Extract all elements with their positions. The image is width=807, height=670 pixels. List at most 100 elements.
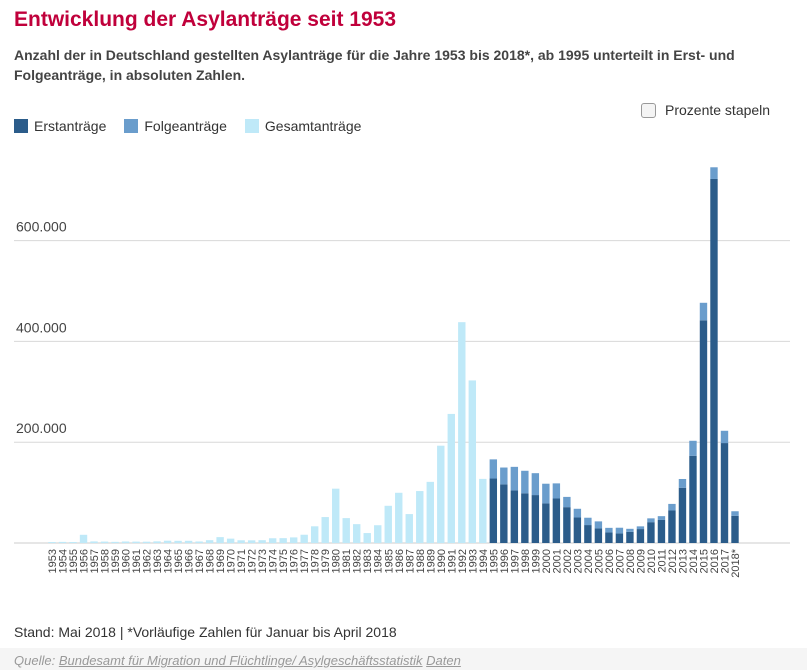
bar-gesamtantraege-1953[interactable] [48, 542, 56, 543]
bar-gesamtantraege-1994[interactable] [479, 478, 487, 543]
bar-gesamtantraege-1960[interactable] [121, 541, 130, 544]
bar-gesamtantraege-1974[interactable] [268, 538, 277, 543]
bar-erstantraege-2008[interactable] [626, 531, 634, 543]
bar-erstantraege-1999[interactable] [531, 495, 540, 543]
bar-erstantraege-2007[interactable] [615, 533, 624, 543]
bar-folgeantraege-2017[interactable] [720, 430, 729, 444]
bar-gesamtantraege-1970[interactable] [226, 538, 235, 543]
bar-folgeantraege-1995[interactable] [489, 459, 498, 479]
bar-gesamtantraege-1966[interactable] [184, 540, 193, 543]
bar-erstantraege-1998[interactable] [521, 493, 529, 543]
bar-gesamtantraege-1975[interactable] [279, 538, 287, 543]
source-link-daten[interactable]: Daten [426, 653, 461, 668]
bar-gesamtantraege-1991[interactable] [447, 413, 455, 543]
bar-erstantraege-1997[interactable] [510, 490, 519, 543]
bar-erstantraege-2001[interactable] [552, 498, 561, 543]
bar-gesamtantraege-1967[interactable] [195, 541, 203, 543]
bar-erstantraege-2016[interactable] [710, 178, 718, 543]
bar-gesamtantraege-1958[interactable] [100, 541, 109, 543]
bar-folgeantraege-2016[interactable] [710, 167, 718, 179]
bar-erstantraege-1995[interactable] [489, 478, 498, 543]
bar-folgeantraege-2012[interactable] [668, 503, 676, 511]
bar-erstantraege-2000[interactable] [542, 503, 550, 543]
bar-erstantraege-2005[interactable] [594, 528, 603, 543]
legend-item-erstantraege[interactable]: Erstanträge [14, 118, 106, 134]
bar-folgeantraege-2000[interactable] [542, 483, 550, 504]
bar-gesamtantraege-1988[interactable] [416, 491, 424, 543]
bar-gesamtantraege-1986[interactable] [395, 492, 403, 543]
bar-gesamtantraege-1977[interactable] [300, 534, 308, 543]
bar-gesamtantraege-1961[interactable] [132, 541, 140, 543]
bar-folgeantraege-2003[interactable] [573, 508, 582, 518]
bar-gesamtantraege-1973[interactable] [258, 540, 266, 543]
bar-gesamtantraege-1962[interactable] [142, 541, 151, 543]
bar-gesamtantraege-1978[interactable] [310, 526, 319, 543]
bar-folgeantraege-1998[interactable] [521, 470, 529, 494]
bar-folgeantraege-2018[interactable] [731, 511, 739, 516]
bar-gesamtantraege-1983[interactable] [363, 533, 371, 543]
bar-gesamtantraege-1972[interactable] [247, 540, 256, 543]
bar-folgeantraege-1999[interactable] [531, 473, 540, 496]
bar-gesamtantraege-1955[interactable] [69, 542, 77, 543]
bar-folgeantraege-2001[interactable] [552, 483, 561, 499]
bar-folgeantraege-2008[interactable] [626, 528, 634, 532]
bar-folgeantraege-1996[interactable] [500, 467, 508, 485]
legend-item-gesamtantraege[interactable]: Gesamtanträge [244, 118, 361, 134]
bar-erstantraege-2009[interactable] [636, 529, 645, 543]
bar-folgeantraege-2006[interactable] [605, 527, 613, 533]
y-tick-label: 200.000 [16, 420, 67, 436]
bar-gesamtantraege-1956[interactable] [79, 534, 88, 543]
bar-gesamtantraege-1979[interactable] [321, 517, 329, 543]
bar-gesamtantraege-1968[interactable] [205, 540, 214, 543]
bar-gesamtantraege-1980[interactable] [332, 488, 340, 543]
bar-gesamtantraege-1984[interactable] [374, 525, 382, 543]
bar-folgeantraege-2015[interactable] [699, 302, 708, 321]
bar-folgeantraege-2013[interactable] [678, 478, 687, 488]
bar-erstantraege-2013[interactable] [678, 487, 687, 543]
bar-gesamtantraege-1987[interactable] [405, 514, 413, 543]
bar-gesamtantraege-1976[interactable] [289, 537, 298, 543]
bar-gesamtantraege-1990[interactable] [437, 445, 445, 543]
bar-erstantraege-2002[interactable] [563, 507, 571, 543]
bar-erstantraege-2017[interactable] [720, 443, 729, 543]
bar-gesamtantraege-1965[interactable] [174, 540, 182, 543]
bar-erstantraege-2012[interactable] [668, 510, 676, 543]
legend-item-folgeantraege[interactable]: Folgeanträge [124, 118, 227, 134]
bar-folgeantraege-2011[interactable] [657, 516, 666, 520]
bar-folgeantraege-2010[interactable] [647, 518, 655, 523]
bar-gesamtantraege-1957[interactable] [90, 541, 98, 543]
stack-percent-checkbox[interactable] [641, 102, 656, 118]
bar-gesamtantraege-1992[interactable] [458, 322, 466, 543]
bar-gesamtantraege-1963[interactable] [153, 541, 161, 543]
bar-erstantraege-2014[interactable] [689, 455, 697, 543]
bar-folgeantraege-2009[interactable] [636, 526, 645, 530]
x-tick-label: 1989 [425, 549, 437, 573]
bar-folgeantraege-2007[interactable] [615, 527, 624, 534]
bar-gesamtantraege-1954[interactable] [58, 541, 67, 543]
bar-gesamtantraege-1993[interactable] [468, 380, 477, 543]
bar-erstantraege-2004[interactable] [584, 525, 592, 543]
bar-gesamtantraege-1959[interactable] [111, 541, 119, 543]
bar-erstantraege-2018[interactable] [731, 515, 739, 543]
bar-gesamtantraege-1969[interactable] [216, 537, 224, 543]
bar-erstantraege-2011[interactable] [657, 519, 666, 543]
bar-folgeantraege-2005[interactable] [594, 521, 603, 529]
bar-gesamtantraege-1985[interactable] [384, 505, 392, 543]
bar-gesamtantraege-1971[interactable] [237, 540, 245, 543]
bar-erstantraege-2010[interactable] [647, 522, 655, 543]
bar-erstantraege-1996[interactable] [500, 484, 508, 543]
bar-erstantraege-2015[interactable] [699, 320, 708, 543]
bar-gesamtantraege-1964[interactable] [163, 540, 172, 543]
bar-erstantraege-2003[interactable] [573, 517, 582, 543]
bar-folgeantraege-2002[interactable] [563, 496, 571, 508]
bar-folgeantraege-1997[interactable] [510, 466, 519, 491]
bar-erstantraege-2006[interactable] [605, 532, 613, 543]
bar-gesamtantraege-1989[interactable] [426, 481, 434, 543]
x-tick-label: 1987 [404, 549, 416, 573]
bar-folgeantraege-2004[interactable] [584, 517, 592, 526]
bar-gesamtantraege-1982[interactable] [353, 524, 361, 543]
source-link-bamf[interactable]: Bundesamt für Migration und Flüchtlinge/… [58, 653, 423, 668]
bar-gesamtantraege-1981[interactable] [342, 518, 350, 543]
stack-percent-toggle[interactable]: Prozente stapeln [641, 102, 770, 118]
bar-folgeantraege-2014[interactable] [689, 440, 697, 456]
